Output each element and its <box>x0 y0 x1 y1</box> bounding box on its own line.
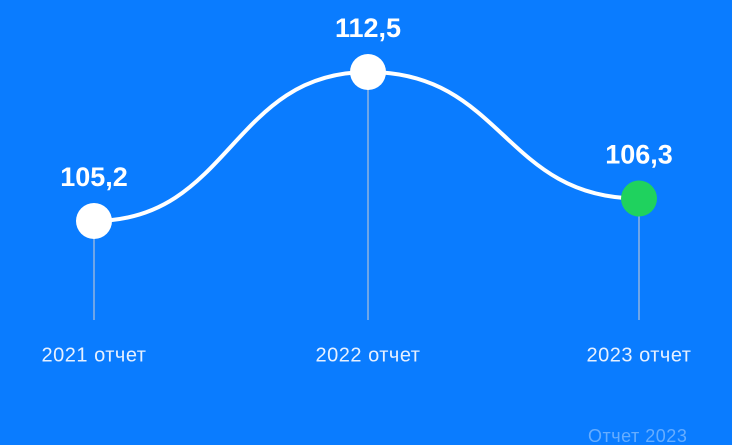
value-label: 105,2 <box>60 162 128 192</box>
marker <box>76 203 112 239</box>
annotation: Отчет 2023 <box>588 426 687 445</box>
x-tick-label: 2021 отчет <box>42 344 147 366</box>
marker <box>350 54 386 90</box>
marker <box>621 180 657 217</box>
value-label: 112,5 <box>335 13 401 43</box>
value-label: 106,3 <box>605 140 673 170</box>
x-tick-label: 2022 отчет <box>316 344 421 366</box>
x-tick-label: 2023 отчет <box>587 344 692 366</box>
